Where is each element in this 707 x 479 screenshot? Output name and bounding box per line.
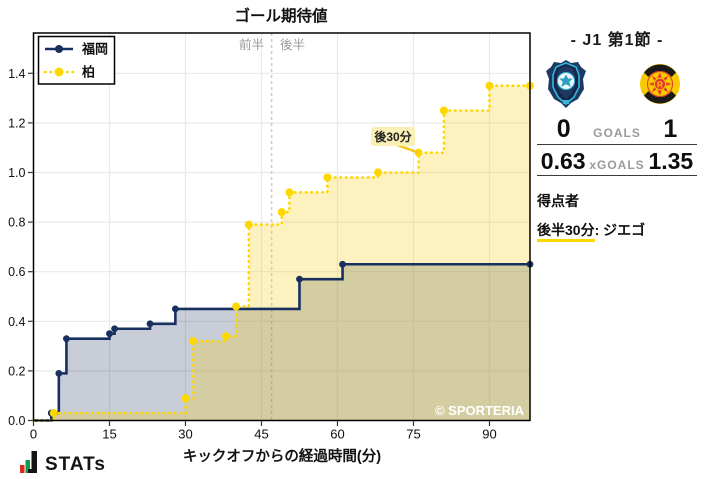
series-line-layer: [32, 81, 534, 422]
scorers-heading: 得点者: [537, 193, 579, 210]
legend-home-marker-icon: [55, 45, 63, 53]
xgoals-label: xGOALS: [589, 158, 645, 173]
plot-border: [32, 32, 531, 422]
y-tick-label: 0.8: [8, 216, 25, 230]
y-tick-label: 1.4: [8, 67, 25, 81]
annotation-leader-line: [396, 143, 419, 154]
home-data-point: [296, 275, 303, 283]
legend-away-label: 柏: [82, 65, 95, 80]
watermark: © SPORTERIA: [435, 403, 525, 418]
legend: 福岡 柏: [37, 35, 116, 85]
avispa-fukuoka-crest-icon: [546, 60, 586, 108]
away-data-point: [285, 188, 294, 197]
x-tick-label: 15: [102, 427, 116, 442]
away-goals: 1: [663, 115, 678, 143]
y-tick-label: 1.0: [8, 166, 25, 180]
annotation-label: 後30分: [374, 129, 411, 144]
scorer-name: ジエゴ: [603, 222, 646, 239]
away-data-point: [323, 173, 332, 182]
chart-title: ゴール期待値: [234, 6, 328, 25]
home-data-point: [106, 330, 113, 338]
stats-logo-text: STATs: [45, 454, 106, 475]
away-data-point: [181, 394, 190, 403]
legend-box: [37, 35, 116, 85]
grid-layer: [33, 33, 530, 421]
stats-logo-bars-icon: [20, 451, 37, 473]
away-xg-area: [33, 85, 530, 421]
home-xgoals: 0.63: [540, 148, 586, 175]
away-data-point: [485, 81, 494, 90]
home-data-point: [63, 335, 70, 343]
match-round-title: - J1 第1節 -: [570, 32, 664, 49]
home-data-point: [146, 320, 154, 328]
x-tick-label: 60: [330, 427, 344, 442]
team-crests-row: R: [537, 50, 697, 112]
goals-label: GOALS: [593, 126, 641, 140]
home-data-point: [171, 305, 179, 313]
x-tick-label: 0: [30, 427, 37, 442]
y-tick-label: 0.0: [8, 414, 25, 428]
home-data-point: [111, 325, 118, 333]
area-fill-layer: [33, 85, 530, 421]
scorer-entry: 後半30分: ジエゴ: [537, 220, 697, 243]
home-goals: 0: [556, 115, 571, 143]
away-data-point: [244, 220, 253, 229]
xg-step-chart: ゴール期待値 0 15 30 45 60 75 90 0.0 0.2 0.4 0.6 0.8 1.0 1.…: [8, 6, 534, 465]
x-tick-label: 45: [254, 427, 268, 442]
stats-logo: STATs: [20, 451, 106, 474]
xgoals-row: 0.63 xGOALS 1.35: [537, 148, 697, 177]
match-info-panel: - J1 第1節 - R: [537, 26, 697, 243]
x-tick-label: 30: [178, 427, 192, 442]
x-axis-label: キックオフからの経過時間(分): [183, 447, 381, 465]
goal-annotation: 後30分: [371, 127, 419, 154]
first-half-label: 前半: [239, 37, 264, 52]
away-data-point: [374, 168, 383, 177]
axis-tick-layer: 0 15 30 45 60 75 90 0.0 0.2 0.4 0.6 0.8 1.0 1.2 1.4: [8, 67, 497, 442]
kashiwa-reysol-crest-icon: R: [640, 64, 680, 104]
home-data-point: [339, 260, 346, 268]
x-tick-label: 90: [482, 427, 496, 442]
away-data-point: [277, 208, 286, 217]
y-tick-label: 0.4: [8, 315, 25, 329]
away-data-point: [232, 302, 241, 311]
away-data-point: [189, 337, 198, 346]
home-data-point: [55, 369, 63, 377]
second-half-label: 後半: [280, 38, 305, 52]
away-data-point: [439, 106, 448, 115]
svg-text:R: R: [657, 79, 663, 89]
away-xg-line: [32, 84, 532, 422]
annotation-box: [371, 127, 415, 146]
away-data-point: [222, 332, 231, 341]
legend-away-marker-icon: [54, 67, 64, 77]
y-tick-label: 0.2: [8, 364, 25, 378]
away-data-point: [49, 409, 58, 418]
goals-row: 0 GOALS 1: [537, 115, 697, 146]
away-xgoals: 1.35: [648, 148, 694, 175]
x-tick-label: 75: [406, 427, 420, 442]
scorer-separator: :: [594, 222, 604, 239]
scorer-time: 後半30分: [537, 222, 595, 243]
home-xg-area: [33, 264, 530, 421]
legend-home-label: 福岡: [81, 42, 108, 57]
y-tick-label: 1.2: [8, 116, 25, 130]
y-tick-label: 0.6: [8, 265, 25, 279]
